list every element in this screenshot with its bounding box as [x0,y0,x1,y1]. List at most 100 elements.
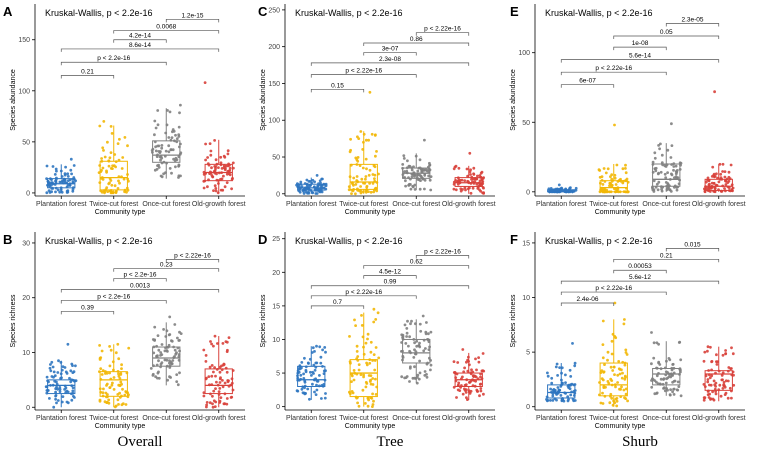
data-point [606,350,610,354]
data-point [670,122,673,126]
data-point [117,179,120,183]
data-point [71,386,75,390]
data-point [415,339,419,343]
data-point [658,147,661,151]
data-point [452,167,456,171]
y-tick-label: 200 [268,44,280,51]
data-point [546,399,550,402]
data-point [302,372,305,376]
data-point [298,367,302,371]
comparison-p-value: 0.0068 [156,24,176,31]
data-point [217,166,220,170]
data-point [170,339,174,343]
data-point [719,172,723,176]
data-point [217,390,221,393]
data-point [569,375,573,378]
data-point [608,401,612,405]
y-tick-label: 50 [22,139,30,146]
data-point [478,179,482,183]
data-point [55,380,58,384]
data-point [617,360,621,363]
data-point [225,397,229,400]
x-tick-label: Plantation forest [286,201,337,208]
data-point [672,165,676,168]
data-point [56,399,60,402]
data-point [210,342,214,346]
box [652,163,681,187]
data-point [116,393,120,396]
data-point [157,370,160,374]
data-point [204,360,208,363]
data-point [300,361,304,364]
data-point [352,183,355,187]
box [704,370,733,391]
data-point [564,373,567,377]
data-point [359,373,363,376]
x-tick-label: Once-cut forest [642,201,690,208]
data-point [164,149,168,153]
data-point [299,373,303,377]
comparison-p-value: 0.00053 [628,263,652,270]
data-point [226,152,230,156]
data-point [624,348,628,352]
data-point [108,345,111,348]
data-point [674,175,678,179]
data-point [721,162,725,166]
data-point [356,159,360,163]
data-point [306,387,310,391]
data-point [204,158,208,162]
data-point [206,185,209,189]
data-point [117,374,121,378]
data-point [723,170,727,174]
data-point [604,385,607,389]
data-point [71,389,75,393]
comparison-p-value: p < 2.2e-16 [97,55,130,62]
data-point [102,120,106,123]
data-point [623,374,627,378]
data-point [120,167,124,170]
data-point [468,151,472,155]
kruskal-wallis-annotation: Kruskal-Wallis, p < 2.2e-16 [545,236,652,246]
data-point [368,168,372,172]
data-point [712,174,715,177]
data-point [549,387,552,391]
data-point [224,167,227,171]
data-point [52,370,56,374]
data-point [546,371,549,375]
data-point [222,362,226,366]
data-point [353,318,356,322]
data-point [371,182,375,185]
data-point [376,311,380,315]
data-point [720,374,724,377]
data-point [361,388,365,392]
data-point [320,397,323,400]
data-point [156,109,160,112]
data-point [727,186,731,190]
data-point [664,176,668,180]
data-point [612,365,616,369]
data-point [157,348,161,352]
data-point [708,392,711,396]
panel-letter: E [510,4,519,19]
data-point [113,405,117,409]
data-point [655,182,659,186]
x-tick-label: Old-growth forest [192,201,246,208]
data-point [226,164,230,168]
data-point [613,123,616,127]
data-point [726,379,730,383]
data-point [706,345,710,349]
data-point [400,333,404,337]
data-point [465,388,468,391]
data-point [157,166,161,169]
x-tick-label: Plantation forest [36,201,87,208]
data-point [410,168,414,172]
data-point [229,396,233,399]
data-point [159,354,162,357]
data-point [315,192,319,195]
data-point [116,342,120,346]
data-point [556,386,560,389]
data-point [650,385,654,389]
comparison-p-value: 0.15 [331,82,344,89]
data-point [679,394,683,398]
